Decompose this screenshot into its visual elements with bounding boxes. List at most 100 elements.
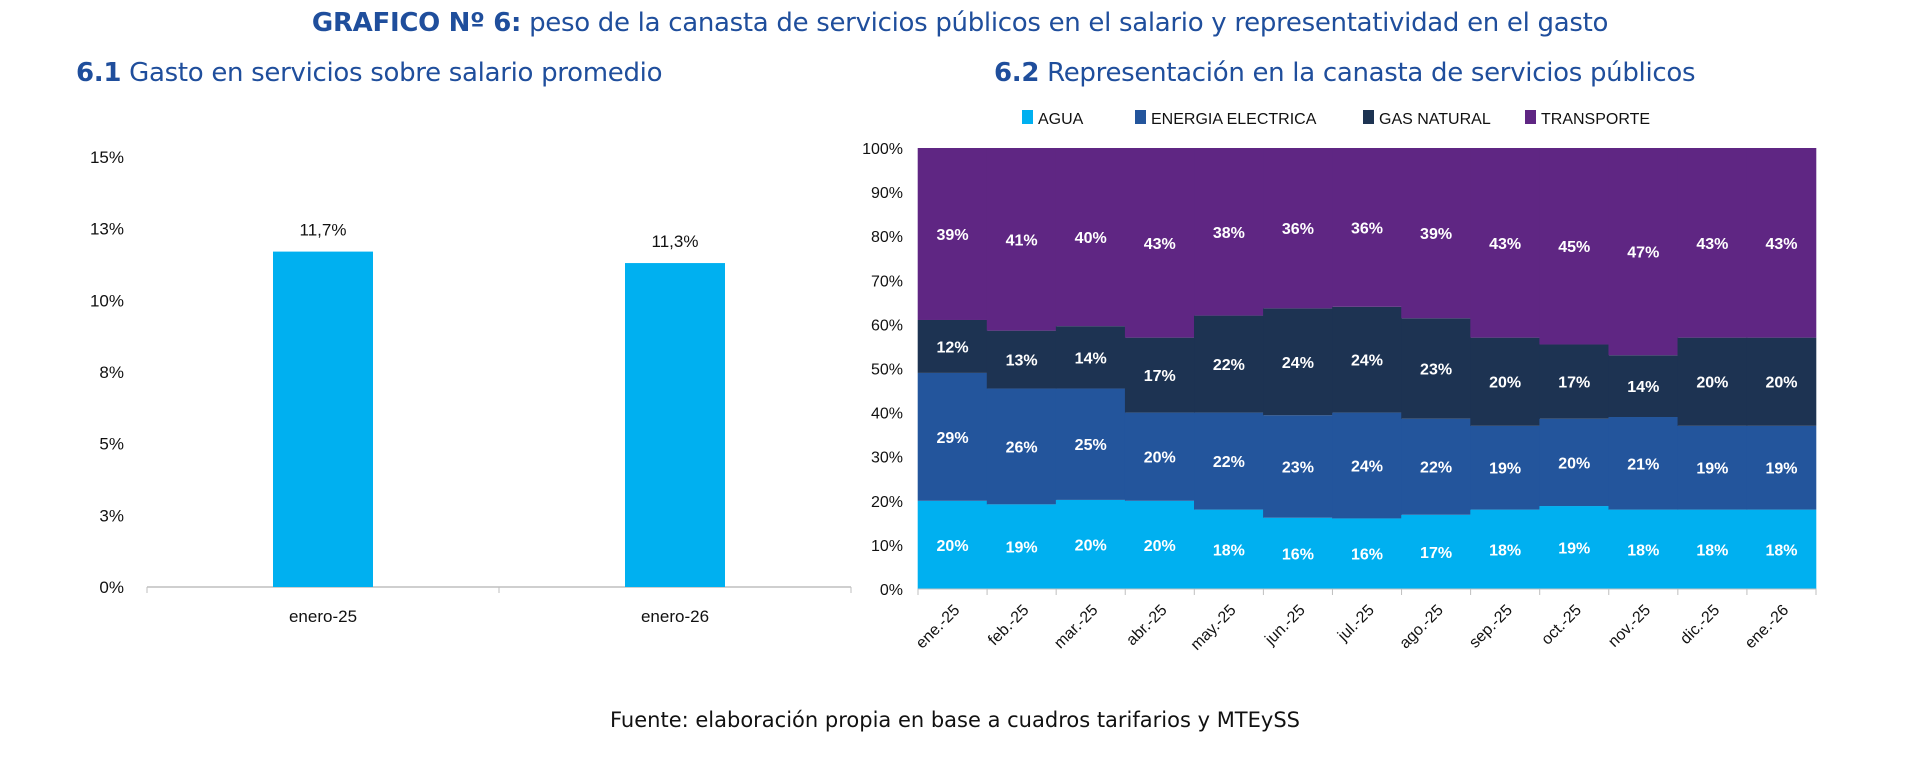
area-segment bbox=[1746, 509, 1817, 589]
area-segment bbox=[1539, 506, 1610, 589]
data-label: 19% bbox=[1006, 540, 1038, 557]
data-label: 24% bbox=[1351, 353, 1383, 370]
area-segment bbox=[986, 148, 1057, 331]
area-segment bbox=[917, 372, 988, 501]
data-label: 41% bbox=[1006, 232, 1038, 249]
bar bbox=[273, 251, 373, 587]
y-tick-label: 15% bbox=[90, 148, 124, 167]
x-tick-label: ene.-25 bbox=[913, 602, 963, 652]
data-label: 39% bbox=[937, 227, 969, 244]
x-tick-label: jun.-25 bbox=[1261, 602, 1308, 649]
data-label: 16% bbox=[1351, 547, 1383, 564]
area-segment bbox=[1055, 148, 1126, 327]
area-segment bbox=[917, 500, 988, 589]
area-segment bbox=[1194, 412, 1264, 510]
y-tick-label: 3% bbox=[99, 506, 124, 525]
data-label: 22% bbox=[1213, 357, 1245, 374]
area-segment bbox=[1608, 148, 1679, 356]
data-label: 39% bbox=[1420, 226, 1452, 243]
area-segment bbox=[1746, 425, 1817, 510]
data-label: 18% bbox=[1213, 542, 1245, 559]
bar-chart: 0% 3% 5% 8% 10% 13% 15% 11,7% enero-25 11,3% enero… bbox=[90, 148, 852, 626]
data-label: 38% bbox=[1213, 225, 1245, 242]
area-segment bbox=[1263, 415, 1333, 518]
y-tick-label: 40% bbox=[871, 406, 903, 423]
x-tick-label: may.-25 bbox=[1188, 602, 1240, 654]
area-segment bbox=[1470, 425, 1540, 510]
area-segment bbox=[1194, 315, 1264, 413]
area-segment bbox=[986, 504, 1057, 589]
chart2-title: 6.2 Representación en la canasta de serv… bbox=[994, 58, 1696, 88]
y-tick-label: 70% bbox=[871, 273, 903, 290]
data-label: 19% bbox=[1696, 461, 1728, 478]
area-segment bbox=[1055, 326, 1126, 389]
data-label: 12% bbox=[937, 339, 969, 356]
area-segment bbox=[1677, 337, 1748, 426]
area-segment bbox=[1263, 308, 1333, 416]
area-segment bbox=[986, 330, 1057, 389]
legend-swatch bbox=[1022, 110, 1033, 124]
data-label: 13% bbox=[1006, 353, 1038, 370]
title-bold: GRAFICO Nº 6: bbox=[311, 8, 522, 38]
area-segment bbox=[1263, 148, 1333, 309]
area-segment bbox=[1332, 518, 1402, 589]
data-label: 18% bbox=[1489, 542, 1521, 559]
area-segment bbox=[1401, 418, 1471, 515]
area-segment bbox=[917, 148, 988, 320]
x-tick-label: mar.-25 bbox=[1051, 602, 1101, 652]
area-segment bbox=[1055, 388, 1126, 500]
data-label: 43% bbox=[1765, 236, 1797, 253]
legend-swatch bbox=[1135, 110, 1146, 124]
data-label: 20% bbox=[1144, 538, 1176, 555]
legend-swatch bbox=[1525, 110, 1536, 124]
x-tick-label: enero-26 bbox=[641, 607, 709, 626]
data-label: 18% bbox=[1765, 542, 1797, 559]
data-label: 43% bbox=[1696, 236, 1728, 253]
y-tick-label: 5% bbox=[99, 435, 124, 454]
data-label: 20% bbox=[1765, 375, 1797, 392]
data-label: 18% bbox=[1627, 542, 1659, 559]
area-segment bbox=[1263, 517, 1333, 589]
data-label: 17% bbox=[1144, 368, 1176, 385]
data-label: 11,7% bbox=[300, 221, 347, 240]
chart2-title-text: Representación en la canasta de servicio… bbox=[1047, 58, 1696, 88]
data-label: 19% bbox=[1765, 461, 1797, 478]
area-segment bbox=[1539, 148, 1610, 345]
area-segment bbox=[1677, 509, 1748, 589]
y-tick-label: 0% bbox=[99, 578, 124, 597]
data-label: 29% bbox=[937, 430, 969, 447]
chart1-title-num: 6.1 bbox=[76, 58, 122, 88]
data-label: 26% bbox=[1006, 439, 1038, 456]
x-tick-label: enero-25 bbox=[289, 607, 357, 626]
x-tick-label: oct.-25 bbox=[1538, 602, 1585, 649]
x-tick-label: abr.-25 bbox=[1123, 602, 1170, 649]
y-tick-label: 10% bbox=[871, 538, 903, 555]
data-label: 18% bbox=[1696, 542, 1728, 559]
y-tick-label: 8% bbox=[99, 363, 124, 382]
chart1-title-text: Gasto en servicios sobre salario promedi… bbox=[129, 58, 663, 88]
area-segment bbox=[1055, 499, 1126, 589]
data-label: 14% bbox=[1075, 350, 1107, 367]
area-segment bbox=[1332, 306, 1402, 413]
x-tick-label: nov.-25 bbox=[1605, 602, 1654, 651]
area-segment bbox=[1677, 148, 1748, 338]
data-label: 45% bbox=[1558, 239, 1590, 256]
area-segment bbox=[1746, 337, 1817, 426]
legend-label: TRANSPORTE bbox=[1541, 111, 1650, 128]
area-segment bbox=[917, 319, 988, 373]
data-label: 20% bbox=[1144, 450, 1176, 467]
area-segment bbox=[1470, 148, 1540, 338]
stacked-area-chart: 0% 10% 20% 30% 40% 50% 60% 70% 80% 90% 100% 20% 29% 1… bbox=[862, 110, 1817, 654]
data-label: 40% bbox=[1075, 230, 1107, 247]
y-tick-label: 10% bbox=[90, 291, 124, 310]
data-label: 20% bbox=[1075, 537, 1107, 554]
chart2-title-num: 6.2 bbox=[994, 58, 1040, 88]
area-segment bbox=[1124, 148, 1195, 338]
data-label: 20% bbox=[1696, 375, 1728, 392]
area-segment bbox=[1608, 355, 1679, 418]
main-title: GRAFICO Nº 6: peso de la canasta de serv… bbox=[0, 8, 1920, 38]
data-label: 19% bbox=[1558, 541, 1590, 558]
data-label: 36% bbox=[1351, 220, 1383, 237]
legend-swatch bbox=[1363, 110, 1374, 124]
x-tick-label: feb.-25 bbox=[985, 602, 1032, 649]
